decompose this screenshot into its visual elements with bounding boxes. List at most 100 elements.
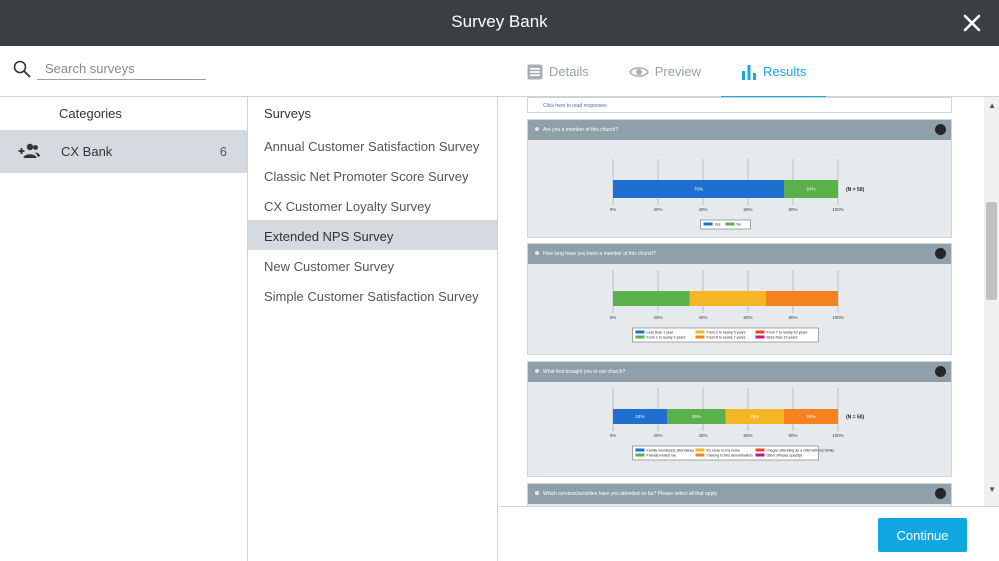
legend-swatch xyxy=(703,222,713,226)
tab-details[interactable]: Details xyxy=(507,46,609,97)
segment-label: 24% xyxy=(806,414,815,419)
legend-box xyxy=(632,327,819,343)
read-responses-link[interactable]: Click here to read responses xyxy=(543,103,607,109)
eye-icon xyxy=(628,66,649,77)
list-icon xyxy=(527,64,543,79)
tick-label: 20% xyxy=(653,207,662,212)
window-title: Survey Bank xyxy=(451,12,548,31)
category-count: 6 xyxy=(219,144,227,159)
tick-label: 20% xyxy=(653,433,662,438)
tick-label: 0% xyxy=(610,433,617,438)
legend-box xyxy=(632,445,819,461)
question-text: What first brought you to our church? xyxy=(543,369,626,375)
legend-label: No xyxy=(737,222,742,226)
bar-chart-icon xyxy=(742,64,756,80)
question-header: How long have you been a member of this … xyxy=(528,244,951,264)
tick-label: 60% xyxy=(743,207,752,212)
legend-swatch xyxy=(695,448,705,452)
scroll-up-icon[interactable]: ▲ xyxy=(988,101,996,110)
tick-label: 0% xyxy=(610,207,617,212)
bar-segment xyxy=(784,409,838,424)
bar-segment xyxy=(725,409,784,424)
edit-icon[interactable] xyxy=(935,124,946,135)
tick-label: 60% xyxy=(743,433,752,438)
bar-segment xyxy=(689,291,766,306)
survey-item[interactable]: CX Customer Loyalty Survey xyxy=(264,199,431,214)
legend-swatch xyxy=(725,222,735,226)
survey-item[interactable]: Simple Customer Satisfaction Survey xyxy=(264,289,479,304)
legend-swatch xyxy=(755,453,765,457)
radio-dot-icon xyxy=(535,369,539,373)
tab-bar: Details Preview Results xyxy=(507,46,827,98)
question-text: Which services/activities have you atten… xyxy=(543,491,718,497)
bar-segment xyxy=(766,291,838,306)
close-icon[interactable] xyxy=(963,14,981,32)
category-item-cx-bank[interactable]: CX Bank 6 xyxy=(0,130,247,173)
legend-swatch xyxy=(755,448,765,452)
bar-segment xyxy=(613,180,784,198)
preview-scrollbar[interactable]: ▲ ▼ xyxy=(984,97,999,506)
tick-label: 60% xyxy=(743,315,752,320)
legend-label: From 2 to nearly 5 years xyxy=(707,330,746,334)
legend-label: From 1 to nearly 2 years xyxy=(647,335,686,339)
edit-icon[interactable] xyxy=(935,248,946,259)
scrollbar-thumb[interactable] xyxy=(986,202,997,300)
title-bar: Survey Bank xyxy=(0,0,999,46)
tick-label: 80% xyxy=(788,207,797,212)
legend-swatch xyxy=(695,330,705,334)
segment-label: 26% xyxy=(692,414,701,419)
categories-header: Categories xyxy=(59,106,122,121)
tab-results-label: Results xyxy=(763,64,807,79)
question-card-4: Which services/activities have you atten… xyxy=(527,483,952,506)
surveys-panel: Surveys Annual Customer Satisfaction Sur… xyxy=(248,97,498,561)
radio-dot-icon xyxy=(535,127,539,131)
edit-icon[interactable] xyxy=(935,488,946,499)
search-row xyxy=(0,46,999,97)
segment-label: 26% xyxy=(750,414,759,419)
segment-label: 24% xyxy=(806,187,815,192)
survey-item[interactable]: New Customer Survey xyxy=(264,259,395,274)
continue-button[interactable]: Continue xyxy=(878,518,967,552)
tab-preview[interactable]: Preview xyxy=(609,46,721,97)
tab-preview-label: Preview xyxy=(654,64,701,79)
question-chart-1: 0% 20% 40% 60% 80% 100% 76% 24% (N = 50) Yes No xyxy=(610,159,865,230)
tick-label: 100% xyxy=(832,315,844,320)
legend-swatch xyxy=(635,330,645,334)
search-input[interactable] xyxy=(37,58,206,80)
radio-dot-icon xyxy=(535,251,539,255)
scroll-down-icon[interactable]: ▼ xyxy=(988,485,996,494)
bar-segment xyxy=(613,291,690,306)
question-header: Are you a member of this church? xyxy=(528,120,951,140)
tab-details-label: Details xyxy=(549,64,589,79)
legend-label: Friends invited me. xyxy=(647,453,677,457)
legend-swatch xyxy=(755,330,765,334)
survey-item-selected[interactable]: Extended NPS Survey xyxy=(248,220,497,250)
question-header: Which services/activities have you atten… xyxy=(528,484,951,504)
bar-segment xyxy=(613,409,667,424)
edit-icon[interactable] xyxy=(935,366,946,377)
legend-swatch xyxy=(695,453,705,457)
question-chart-3: 0% 20% 40% 60% 80% 100% 24% 26% 26% 24% (N = 50) Fa… xyxy=(610,388,865,461)
survey-item[interactable]: Annual Customer Satisfaction Survey xyxy=(264,139,480,154)
footer: Continue xyxy=(499,506,999,561)
question-card-3: What first brought you to our church? 0%… xyxy=(527,361,952,477)
tick-label: 100% xyxy=(832,207,844,212)
tick-label: 40% xyxy=(698,207,707,212)
question-card-2: How long have you been a member of this … xyxy=(527,243,952,355)
segment-label: 24% xyxy=(635,414,644,419)
question-text: Are you a member of this church? xyxy=(543,127,619,133)
survey-item[interactable]: Classic Net Promoter Score Survey xyxy=(264,169,469,184)
question-text: How long have you been a member of this … xyxy=(543,251,656,257)
question-card-1: Are you a member of this church? 0% 20% 40… xyxy=(527,119,952,238)
people-add-icon xyxy=(18,143,40,158)
legend-label: Other (Please specify) xyxy=(767,453,803,457)
legend-label: I belong to this denomination xyxy=(707,453,753,457)
legend-label: From 5 to nearly 7 years xyxy=(707,335,746,339)
results-preview: Click here to read responses Are you a m… xyxy=(499,97,999,506)
tab-results[interactable]: Results xyxy=(721,46,827,98)
segment-label: 76% xyxy=(694,187,703,192)
legend-label: Less than 1 year xyxy=(647,330,674,334)
legend-swatch xyxy=(635,448,645,452)
surveys-header: Surveys xyxy=(264,106,311,121)
